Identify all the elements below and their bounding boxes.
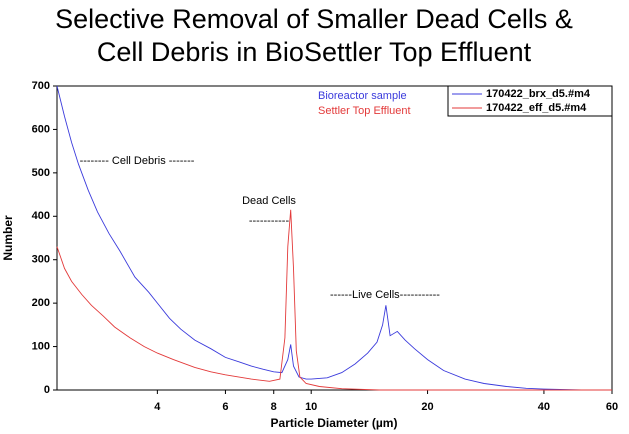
y-axis-label: Number [1, 215, 15, 261]
annotation: Bioreactor sample [318, 90, 407, 102]
x-tick-label: 6 [222, 401, 228, 413]
series-line [56, 209, 612, 391]
x-tick-label: 4 [154, 401, 161, 413]
y-tick-label: 100 [32, 340, 50, 352]
y-tick-label: 400 [32, 210, 50, 222]
annotation: -------- Cell Debris ------- [80, 155, 195, 167]
plot-frame [56, 85, 613, 391]
legend-label: 170422_brx_d5.#m4 [486, 88, 591, 100]
annotation: ----------- [249, 215, 290, 227]
legend-box [447, 85, 613, 117]
y-tick-label: 300 [32, 254, 50, 266]
annotation: ------Live Cells----------- [330, 289, 440, 301]
annotation: Settler Top Effluent [318, 105, 411, 117]
x-tick-label: 60 [606, 401, 618, 413]
y-tick-label: 500 [32, 167, 50, 179]
annotation: Dead Cells [242, 195, 296, 207]
y-tick-label: 0 [44, 384, 50, 396]
y-tick-label: 700 [32, 80, 50, 92]
legend-label: 170422_eff_d5.#m4 [486, 102, 587, 114]
x-tick-label: 20 [421, 401, 433, 413]
x-tick-label: 10 [305, 401, 317, 413]
chart-title: Cell Debris in BioSettler Top Effluent [97, 37, 532, 67]
chart-title: Selective Removal of Smaller Dead Cells … [55, 4, 573, 34]
x-axis-label: Particle Diameter (µm) [271, 416, 398, 430]
x-tick-label: 8 [271, 401, 277, 413]
x-tick-label: 40 [538, 401, 550, 413]
y-tick-label: 600 [32, 123, 50, 135]
y-tick-label: 200 [32, 297, 50, 309]
series-line [56, 85, 612, 391]
